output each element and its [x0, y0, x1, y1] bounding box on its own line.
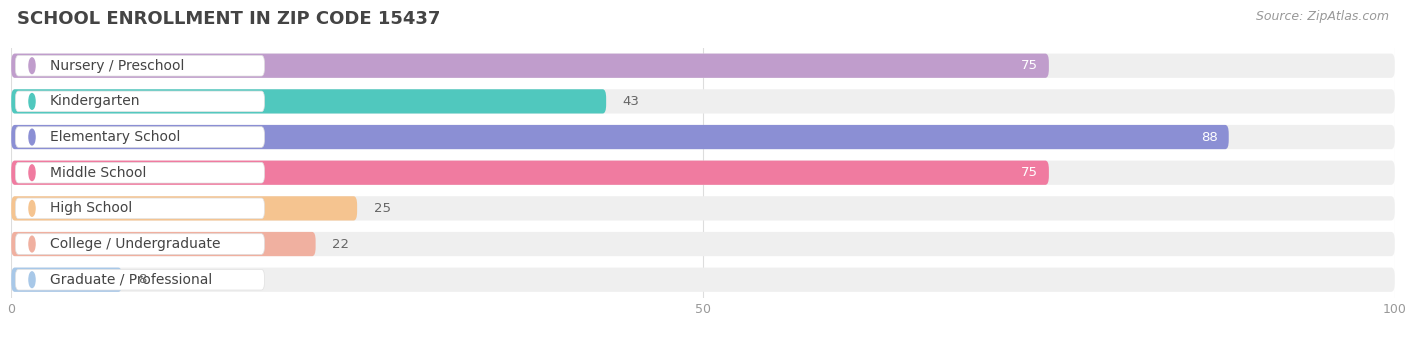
Circle shape	[30, 165, 35, 181]
FancyBboxPatch shape	[11, 161, 1049, 185]
FancyBboxPatch shape	[15, 127, 264, 147]
Circle shape	[30, 200, 35, 216]
FancyBboxPatch shape	[15, 234, 264, 254]
Text: College / Undergraduate: College / Undergraduate	[51, 237, 221, 251]
Circle shape	[30, 93, 35, 109]
Text: 43: 43	[623, 95, 640, 108]
FancyBboxPatch shape	[11, 161, 1395, 185]
Circle shape	[30, 236, 35, 252]
Text: 75: 75	[1021, 59, 1038, 72]
FancyBboxPatch shape	[11, 232, 315, 256]
FancyBboxPatch shape	[11, 125, 1395, 149]
FancyBboxPatch shape	[11, 196, 357, 221]
FancyBboxPatch shape	[15, 91, 264, 112]
FancyBboxPatch shape	[11, 54, 1049, 78]
FancyBboxPatch shape	[11, 267, 122, 292]
Text: 25: 25	[374, 202, 391, 215]
FancyBboxPatch shape	[11, 89, 606, 114]
Text: 75: 75	[1021, 166, 1038, 179]
FancyBboxPatch shape	[15, 162, 264, 183]
Text: Elementary School: Elementary School	[51, 130, 180, 144]
Text: Middle School: Middle School	[51, 166, 146, 180]
FancyBboxPatch shape	[15, 55, 264, 76]
Circle shape	[30, 272, 35, 288]
Text: 8: 8	[139, 273, 146, 286]
FancyBboxPatch shape	[11, 232, 1395, 256]
Text: SCHOOL ENROLLMENT IN ZIP CODE 15437: SCHOOL ENROLLMENT IN ZIP CODE 15437	[17, 10, 440, 28]
FancyBboxPatch shape	[11, 196, 1395, 221]
FancyBboxPatch shape	[15, 269, 264, 290]
FancyBboxPatch shape	[15, 198, 264, 219]
FancyBboxPatch shape	[11, 89, 1395, 114]
Text: 88: 88	[1201, 131, 1218, 144]
FancyBboxPatch shape	[11, 54, 1395, 78]
Text: High School: High School	[51, 201, 132, 215]
FancyBboxPatch shape	[11, 125, 1229, 149]
Text: Kindergarten: Kindergarten	[51, 94, 141, 108]
Text: Source: ZipAtlas.com: Source: ZipAtlas.com	[1256, 10, 1389, 23]
Text: 22: 22	[332, 238, 349, 251]
Text: Graduate / Professional: Graduate / Professional	[51, 273, 212, 287]
Circle shape	[30, 58, 35, 74]
FancyBboxPatch shape	[11, 267, 1395, 292]
Circle shape	[30, 129, 35, 145]
Text: Nursery / Preschool: Nursery / Preschool	[51, 59, 184, 73]
